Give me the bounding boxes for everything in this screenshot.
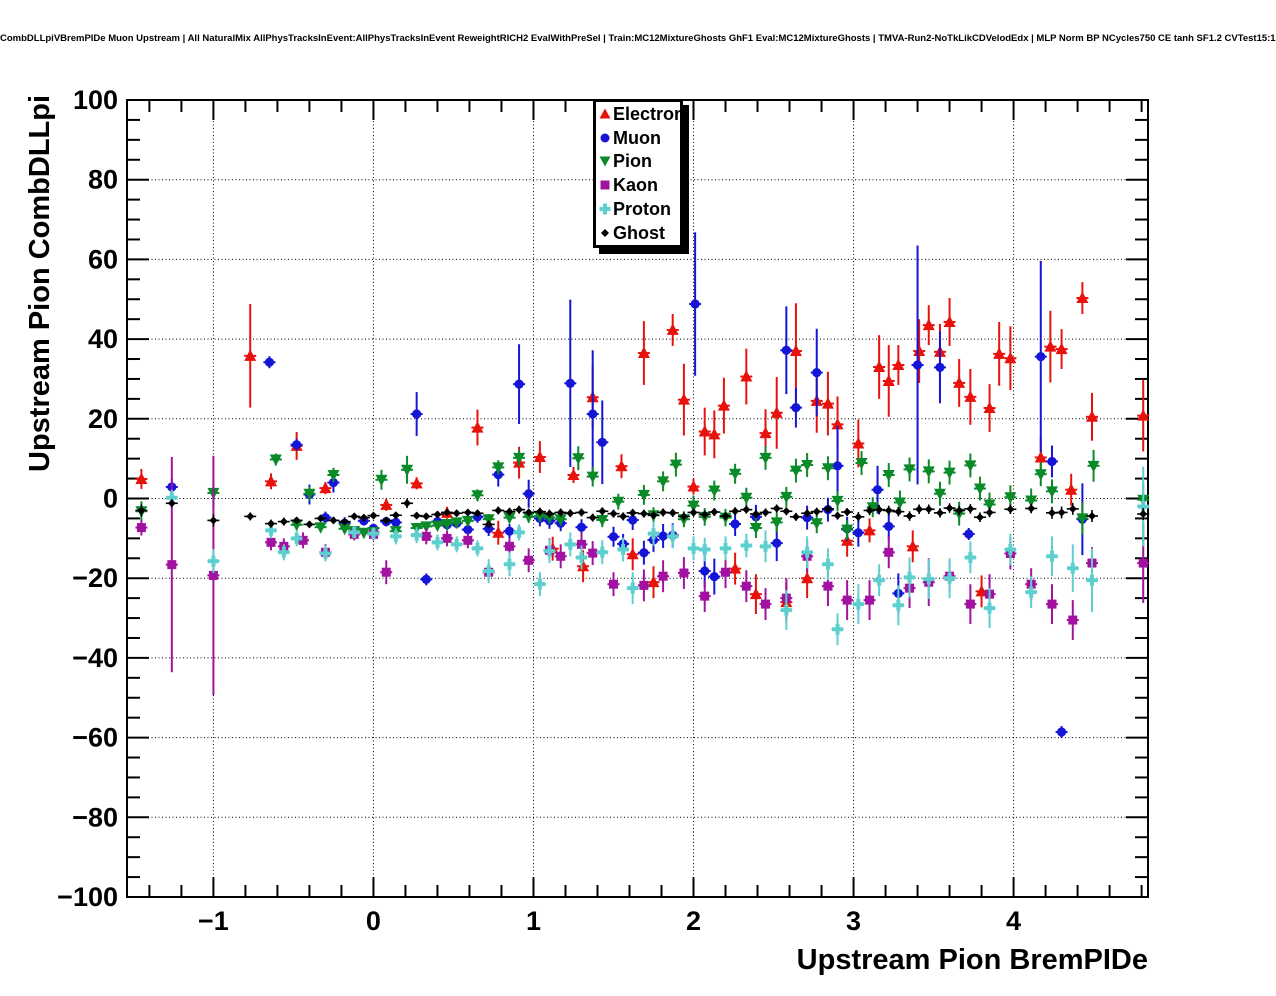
legend-label-electron: Electron [613, 103, 686, 124]
proton-marker-icon [599, 203, 611, 215]
tick-label: 2 [686, 906, 701, 936]
legend-box: Electron Muon Pion Kaon Proton [593, 99, 685, 248]
legend-entry-kaon: Kaon [596, 173, 680, 197]
tick-label: −20 [72, 563, 118, 593]
tick-label: 20 [88, 404, 118, 434]
tick-label: −80 [72, 802, 118, 832]
pion-marker-icon [599, 156, 611, 167]
tick-label: 100 [73, 85, 118, 115]
tick-label: −1 [198, 906, 229, 936]
tick-label: 40 [88, 324, 118, 354]
legend-entry-muon: Muon [596, 126, 680, 150]
legend-entry-proton: Proton [596, 197, 680, 221]
ghost-marker-icon [601, 228, 609, 237]
legend-label-ghost: Ghost [613, 222, 665, 243]
kaon-marker-icon [600, 180, 610, 190]
tick-label: 1 [526, 906, 541, 936]
y-axis-title: Upstream Pion CombDLLpi [24, 94, 56, 472]
legend-label-kaon: Kaon [613, 175, 658, 196]
legend-entry-pion: Pion [596, 150, 680, 174]
tick-label: −40 [72, 643, 118, 673]
tick-label: 0 [103, 484, 118, 514]
tick-label: 0 [366, 906, 381, 936]
tick-label: 4 [1006, 906, 1021, 936]
x-axis-title: Upstream Pion BremPIDe [796, 944, 1148, 976]
legend-label-muon: Muon [613, 127, 661, 148]
tick-label: 3 [846, 906, 861, 936]
muon-marker-icon [600, 133, 610, 143]
plot-title: CombDLLpiVBremPIDe Muon Upstream | All N… [0, 33, 1276, 44]
tick-label: 80 [88, 165, 118, 195]
legend-label-pion: Pion [613, 151, 652, 172]
legend-entry-ghost: Ghost [596, 221, 680, 245]
tick-label: −60 [72, 723, 118, 753]
electron-marker-icon [599, 108, 611, 119]
legend-label-proton: Proton [613, 199, 671, 220]
tick-label: −100 [57, 882, 118, 912]
tick-label: 60 [88, 244, 118, 274]
legend-entry-electron: Electron [596, 102, 685, 126]
